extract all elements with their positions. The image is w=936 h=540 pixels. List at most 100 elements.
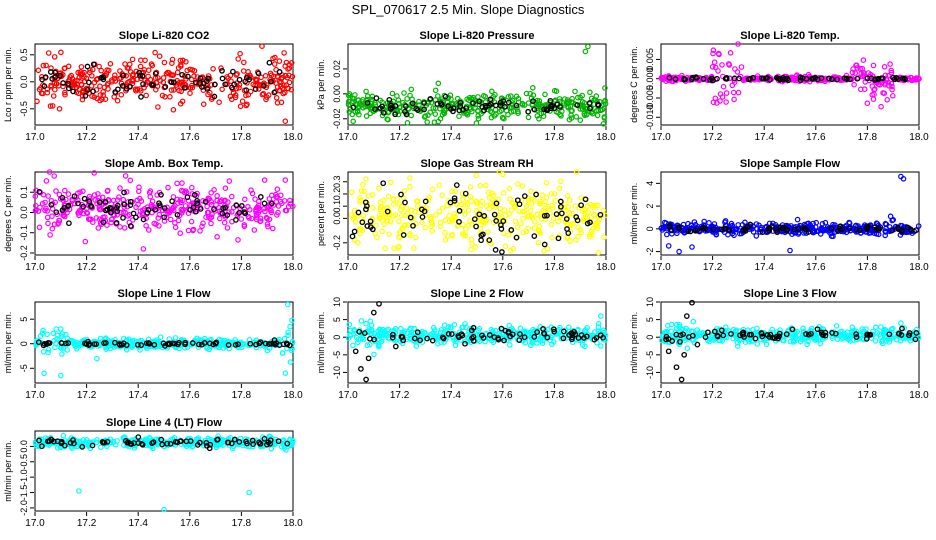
x-tick-label: 17.2 [703,262,723,273]
data-point [459,191,466,197]
data-point [85,216,92,222]
data-point [452,214,458,220]
data-point [146,67,152,74]
data-point [45,220,51,227]
data-point-black [121,189,127,196]
data-point [407,175,413,181]
data-point-black [256,439,262,446]
data-point [211,187,217,193]
panel-title: Slope Line 1 Flow [118,288,211,300]
data-point [459,196,466,203]
data-point-black [372,106,378,112]
data-point [54,335,60,342]
data-point-black [91,341,98,347]
data-point [459,231,466,237]
data-point [434,340,441,347]
data-point-black [422,198,429,205]
data-point-black [836,225,843,232]
data-point-black [837,223,844,230]
data-point [232,94,239,101]
data-point [190,201,197,207]
data-point-black [737,332,743,339]
data-point [469,240,475,247]
data-point-black [557,198,564,205]
data-point-black [236,439,243,445]
data-point [274,186,281,193]
data-point [138,198,145,204]
data-point [514,224,521,230]
data-point [376,212,383,219]
data-point-black [694,227,701,234]
data-point-black [146,340,153,347]
data-point-black [232,342,239,348]
data-point [717,98,723,104]
data-point [790,339,797,345]
y-tick-label: -0.2 [19,245,29,261]
panel-title: Slope Li-820 CO2 [119,30,209,42]
data-point [53,326,60,332]
data-point [537,198,543,205]
data-point [214,234,220,240]
data-point-black [164,440,170,447]
data-point [289,438,296,445]
data-point [187,90,193,97]
data-point [542,91,548,98]
data-point [479,218,485,225]
data-point [277,88,283,94]
x-tick-label: 17.4 [754,132,774,143]
data-point [60,432,67,439]
data-point [472,244,479,250]
data-point [515,110,521,117]
data-point [720,83,727,90]
data-point [361,188,368,195]
data-point-black [65,80,71,87]
data-point-black [731,75,738,82]
data-point [281,50,287,56]
data-point-black [863,224,870,231]
data-point [277,198,284,205]
data-point-black [181,84,188,91]
data-point [467,218,473,224]
data-point-black [547,97,554,104]
data-point [171,87,177,93]
data-point [511,203,518,209]
data-point [224,225,231,231]
data-point [734,343,741,350]
data-point [394,93,400,99]
y-tick-label: 0 [645,226,655,231]
data-point [850,66,856,72]
data-point-black [718,327,725,334]
data-point [535,239,542,246]
panel-3: Slope Li-820 Temp.17.0 17.2 17.4 17.6 17.8 18… [629,30,929,143]
data-point [602,212,609,219]
data-point [404,222,411,228]
y-tick-label: -10 [645,366,655,379]
data-point-black [280,341,287,348]
data-point [167,216,174,223]
data-point [208,190,215,196]
data-point-black [65,202,72,209]
data-point [815,228,822,234]
data-point [391,245,397,252]
data-point [78,64,85,70]
data-point-black [60,80,66,86]
data-point-black [231,81,238,88]
data-point [442,229,448,236]
data-point [482,93,489,100]
data-point [214,193,220,199]
data-point-black [83,341,90,347]
data-point [179,207,186,214]
data-point [510,245,517,252]
data-point-black [196,341,202,348]
x-tick-label: 17.4 [441,262,461,273]
data-point [351,327,357,334]
data-point [88,83,95,89]
data-point [451,337,457,344]
data-point-black [244,440,250,447]
data-point-black [808,330,814,337]
data-point-black [663,336,669,343]
data-point [285,329,291,336]
data-point [847,338,853,344]
data-point [91,192,98,198]
